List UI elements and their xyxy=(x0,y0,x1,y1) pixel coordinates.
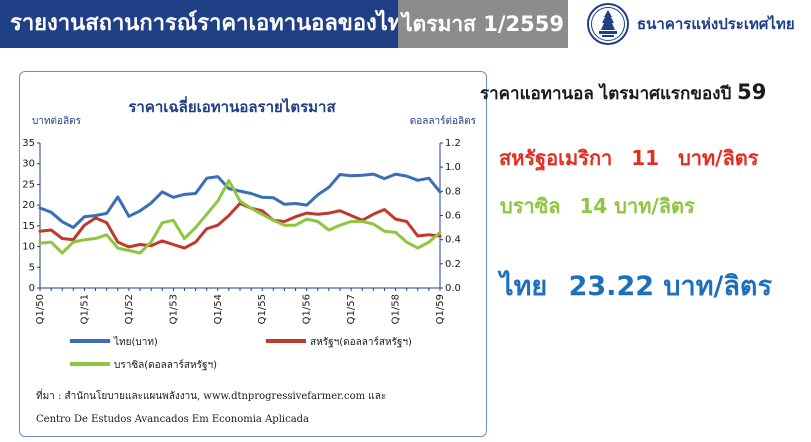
y-left-tick-label: 5 xyxy=(29,262,35,273)
quarter-label: ไตรมาส 1/2559 xyxy=(402,12,564,36)
y-right-tick-label: 0.4 xyxy=(445,235,461,246)
x-tick-label: Q1/59 xyxy=(435,294,446,324)
brazil-price-value: 14 xyxy=(579,194,608,218)
y-left-tick-label: 20 xyxy=(22,200,35,211)
thai-price-value: 23.22 xyxy=(568,271,655,302)
quarter-bar: ไตรมาส 1/2559 xyxy=(398,0,568,48)
y-left-tick-label: 25 xyxy=(22,179,35,190)
ethanol-price-chart: ราคาเฉลี่ยเอทานอลรายไตรมาส บาทต่อลิตร ดอ… xyxy=(22,96,477,425)
chart-ticks: 0 5 10 15 20 25 30 35 0.0 0.2 0.4 0.6 0.8 1.0 1.2 Q1/50… xyxy=(22,138,461,324)
thai-price-label: ไทย xyxy=(500,271,548,302)
legend-label: สหรัฐฯ(ดอลลาร์สหรัฐฯ) xyxy=(310,336,412,348)
legend-label: บราซิล(ดอลลาร์สหรัฐฯ) xyxy=(114,359,217,371)
series-line-0 xyxy=(38,172,442,229)
thai-price: ไทย 23.22 บาท/ลิตร xyxy=(500,264,772,307)
y-left-tick-label: 35 xyxy=(22,138,35,149)
x-tick-label: Q1/56 xyxy=(302,294,313,324)
summary-heading-year: 59 xyxy=(737,80,767,104)
chart-series xyxy=(38,172,442,255)
source-line-1: ที่มา : สำนักนโยบายและแผนพลังงาน, www.dt… xyxy=(36,388,386,402)
y-right-tick-label: 1.0 xyxy=(445,162,461,173)
summary-heading-text: ราคาแอทานอล ไตรมาศแรกของปี xyxy=(480,84,732,104)
report-title: รายงานสถานการณ์ราคาเอทานอลของไทย xyxy=(10,11,416,36)
source-line-2: Centro De Estudos Avancados Em Economia … xyxy=(36,414,309,425)
series-line-2 xyxy=(38,179,442,255)
y-right-tick-label: 0.8 xyxy=(445,186,461,197)
y-left-tick-label: 0 xyxy=(29,283,35,294)
x-tick-label: Q1/53 xyxy=(168,294,179,324)
us-price-value: 11 xyxy=(631,146,660,170)
chart-panel: ราคาเฉลี่ยเอทานอลรายไตรมาส บาทต่อลิตร ดอ… xyxy=(19,71,487,437)
y-left-tick-label: 10 xyxy=(22,242,35,253)
legend-label: ไทย(บาท) xyxy=(113,336,158,348)
x-tick-label: Q1/57 xyxy=(346,294,357,324)
y-axis-left-label: บาทต่อลิตร xyxy=(32,116,82,127)
series-line-1 xyxy=(38,201,442,250)
x-tick-label: Q1/54 xyxy=(213,294,224,324)
x-tick-label: Q1/50 xyxy=(35,294,46,324)
y-right-tick-label: 0.2 xyxy=(445,259,461,270)
chart-legend: ไทย(บาท) สหรัฐฯ(ดอลลาร์สหรัฐฯ) บราซิล(ดอลล… xyxy=(70,336,412,371)
y-left-tick-label: 15 xyxy=(22,221,35,232)
y-right-tick-label: 0.6 xyxy=(445,211,461,222)
y-right-tick-label: 0.0 xyxy=(445,283,461,294)
x-tick-label: Q1/58 xyxy=(391,294,402,324)
header-bar: รายงานสถานการณ์ราคาเอทานอลของไทย xyxy=(0,0,415,48)
chart-title: ราคาเฉลี่ยเอทานอลรายไตรมาส xyxy=(128,96,336,116)
brazil-price-unit: บาท/ลิตร xyxy=(614,194,695,218)
x-tick-label: Q1/52 xyxy=(124,294,135,324)
thai-price-unit: บาท/ลิตร xyxy=(663,271,772,302)
summary-heading: ราคาแอทานอล ไตรมาศแรกของปี 59 xyxy=(480,80,766,107)
x-tick-label: Q1/55 xyxy=(257,294,268,324)
us-price-label: สหรัฐอเมริกา xyxy=(499,146,613,170)
bank-logo-icon xyxy=(587,3,629,45)
us-price-unit: บาท/ลิตร xyxy=(678,146,759,170)
y-axis-right-label: ดอลลาร์ต่อลิตร xyxy=(410,115,477,127)
brazil-price-label: บราซิล xyxy=(500,194,561,218)
y-right-tick-label: 1.2 xyxy=(445,138,461,149)
y-left-tick-label: 30 xyxy=(22,159,35,170)
x-tick-label: Q1/51 xyxy=(79,294,90,324)
brazil-price: บราซิล 14 บาท/ลิตร xyxy=(500,190,695,222)
us-price: สหรัฐอเมริกา 11 บาท/ลิตร xyxy=(499,142,758,174)
bank-name: ธนาคารแห่งประเทศไทย xyxy=(637,15,795,33)
